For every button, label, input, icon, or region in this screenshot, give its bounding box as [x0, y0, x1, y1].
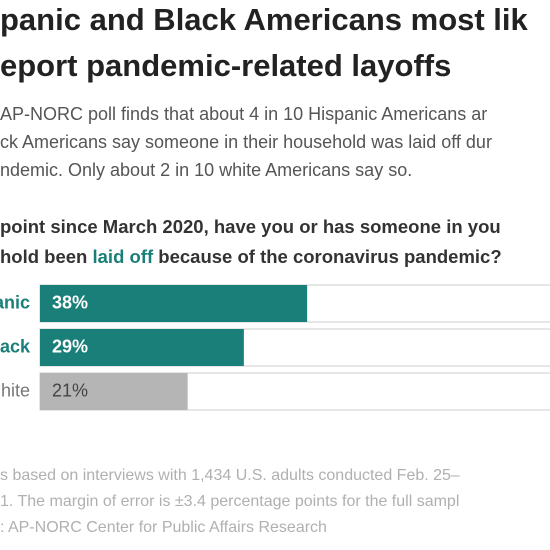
bar	[40, 329, 244, 366]
note-line: 1. The margin of error is ±3.4 percentag…	[0, 493, 459, 510]
value-label: 21%	[52, 380, 88, 400]
category-label: ack	[0, 336, 31, 356]
question-part: point since March 2020, have you or has …	[0, 216, 501, 237]
question-line: hold been laid off because of the corona…	[0, 246, 502, 267]
question-part: because of the coronavirus pandemic?	[153, 246, 502, 267]
subtitle-line: ndemic. Only about 2 in 10 white America…	[0, 160, 412, 180]
value-label: 29%	[52, 336, 88, 356]
subtitle-line: AP-NORC poll finds that about 4 in 10 Hi…	[0, 104, 487, 124]
bar	[40, 285, 308, 322]
subtitle-line: ck Americans say someone in their househ…	[0, 132, 492, 152]
question-part: hold been	[0, 246, 93, 267]
bar	[40, 373, 188, 410]
category-label: anic	[0, 292, 30, 312]
question-line: point since March 2020, have you or has …	[0, 216, 501, 237]
value-label: 38%	[52, 292, 88, 312]
category-label: hite	[1, 380, 30, 400]
title-line: eport pandemic-related layoffs	[0, 48, 451, 83]
question-part: laid off	[93, 246, 154, 267]
note-line: : AP-NORC Center for Public Affairs Rese…	[0, 519, 327, 536]
note-line: s based on interviews with 1,434 U.S. ad…	[0, 467, 460, 484]
title-line: panic and Black Americans most lik	[0, 2, 529, 37]
